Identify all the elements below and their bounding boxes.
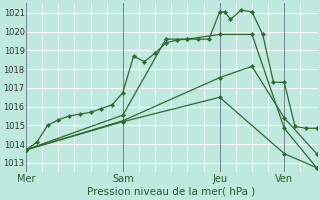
X-axis label: Pression niveau de la mer( hPa ): Pression niveau de la mer( hPa ) xyxy=(87,187,255,197)
